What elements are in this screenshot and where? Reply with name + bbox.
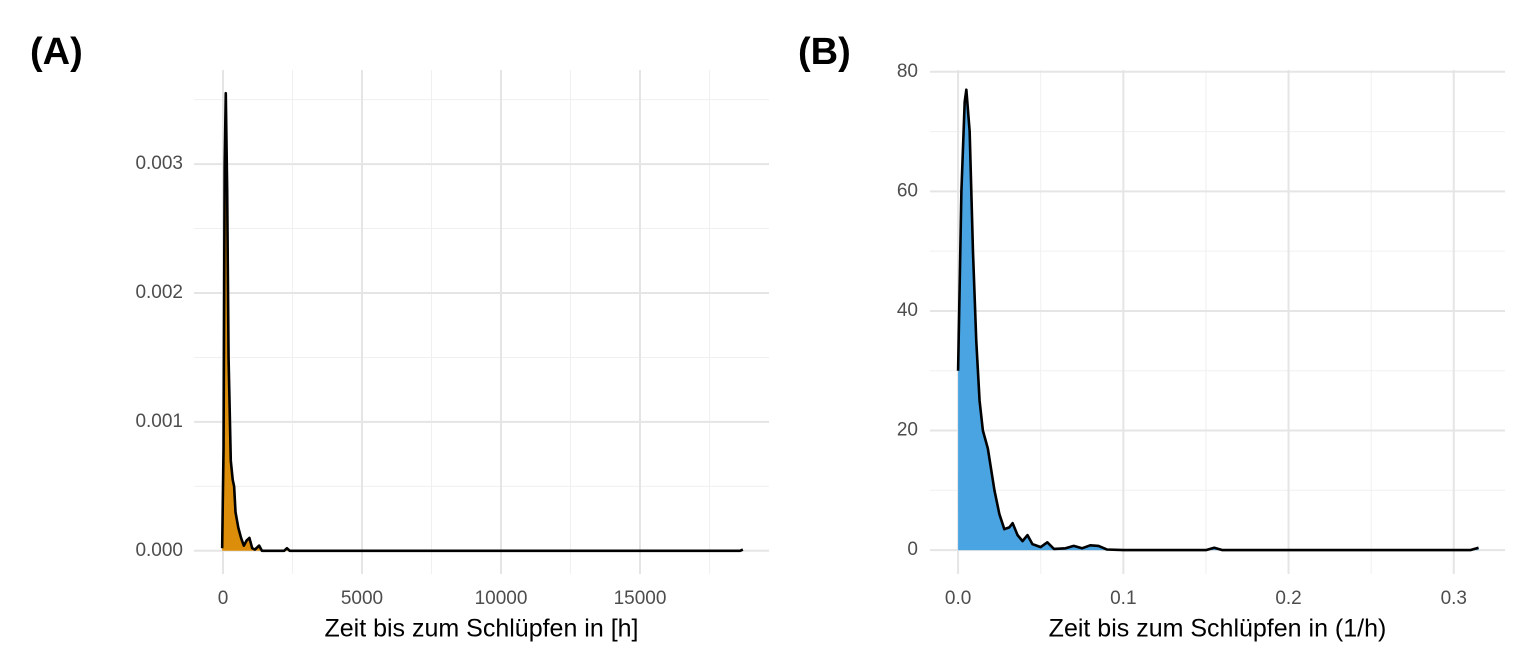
density-area (958, 89, 1479, 551)
density-area (222, 93, 743, 551)
x-tick-label: 0 (218, 588, 229, 609)
y-tick-label: 0.002 (135, 282, 183, 303)
x-tick-label: 10000 (475, 588, 528, 609)
y-tick-label: 20 (897, 420, 918, 441)
y-tick-label: 80 (897, 61, 918, 82)
x-tick-label: 15000 (614, 588, 667, 609)
y-tick-label: 0.000 (135, 540, 183, 561)
x-tick-label: 0.2 (1275, 588, 1301, 609)
y-tick-label: 60 (897, 180, 918, 201)
x-axis-title: Zeit bis zum Schlüpfen in (1/h) (1049, 615, 1387, 643)
x-axis-title: Zeit bis zum Schlüpfen in [h] (324, 615, 638, 643)
panel-tag: (B) (798, 31, 851, 73)
x-tick-label: 0.3 (1441, 588, 1467, 609)
panel-tag: (A) (30, 31, 83, 73)
y-tick-label: 0.001 (135, 411, 183, 432)
density-line (956, 88, 1479, 552)
y-tick-label: 0 (907, 539, 918, 560)
y-tick-label: 0.003 (135, 153, 183, 174)
x-tick-label: 0.0 (945, 588, 971, 609)
x-tick-label: 0.1 (1110, 588, 1136, 609)
density-line (220, 91, 744, 553)
y-tick-label: 40 (897, 300, 918, 321)
x-tick-label: 5000 (341, 588, 383, 609)
